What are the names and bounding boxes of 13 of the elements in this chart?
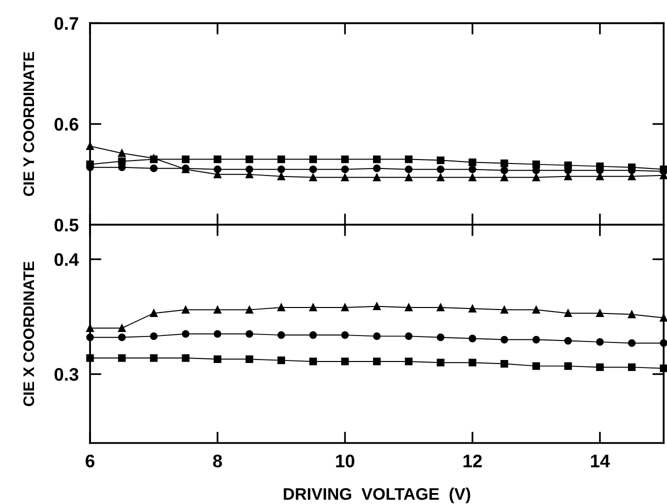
x-tick-label: 12 bbox=[464, 454, 482, 468]
x-tick-label: 10 bbox=[336, 454, 354, 468]
x-tick-label: 14 bbox=[591, 454, 610, 468]
y-axis-title: CIE X COORDINATE bbox=[23, 262, 34, 406]
x-axis-title: DRIVING VOLTAGE (V) bbox=[284, 488, 470, 504]
y-tick-label: 0.6 bbox=[54, 118, 78, 131]
x-tick-label: 8 bbox=[213, 454, 222, 468]
y-axis-title: CIE Y COORDINATE bbox=[23, 52, 34, 196]
x-tick-label: 6 bbox=[86, 454, 94, 468]
y-tick-label: 0.5 bbox=[54, 218, 78, 232]
y-tick-label: 0.4 bbox=[54, 253, 79, 266]
y-tick-label: 0.7 bbox=[54, 17, 78, 30]
y-tick-label: 0.3 bbox=[54, 368, 78, 381]
